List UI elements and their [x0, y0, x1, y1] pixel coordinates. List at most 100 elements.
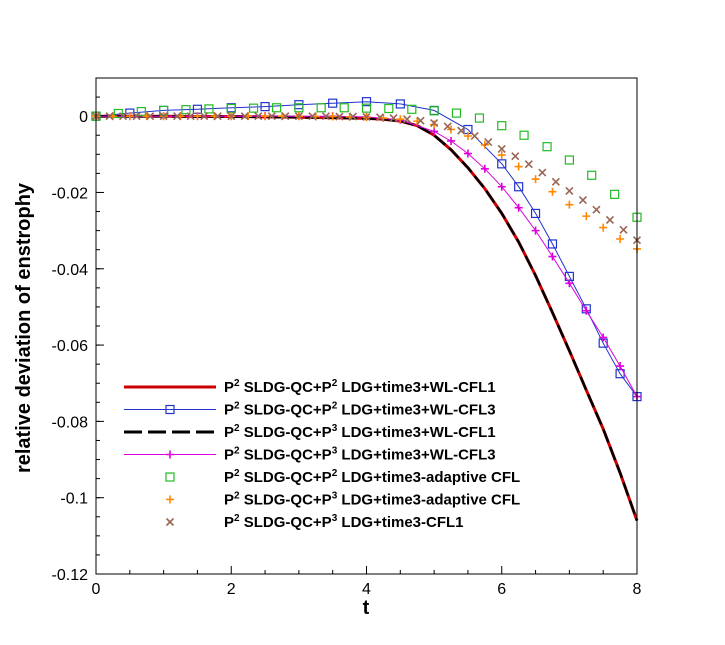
y-tick-label: -0.04: [52, 262, 89, 279]
series-6-point: [261, 112, 270, 121]
series-5-point: [271, 103, 282, 113]
y-tick-label: -0.12: [52, 567, 89, 584]
series-4-point: [548, 252, 557, 261]
series-7-point: [375, 113, 385, 122]
series-6-point: [396, 115, 405, 124]
series-7-point: [497, 144, 506, 154]
legend-superscript: 2: [234, 513, 240, 524]
series-6: [92, 112, 641, 253]
series-layer: [91, 97, 642, 522]
legend-text-part: LDG+time3+WL-CFL1: [337, 424, 495, 441]
legend-symbol: [165, 472, 175, 482]
legend-symbol: [166, 495, 174, 504]
series-7-point: [430, 118, 439, 128]
series-2-point: [547, 239, 558, 249]
series-7-point: [362, 112, 371, 121]
series-7: [91, 112, 642, 245]
series-7-point: [118, 112, 128, 121]
series-7-point: [389, 113, 398, 123]
series-7-point: [443, 122, 452, 131]
series-7-point: [240, 112, 249, 121]
legend-superscript: 3: [332, 491, 338, 502]
series-2-point: [328, 98, 338, 108]
series-4-point: [599, 333, 608, 342]
series-5-point: [474, 113, 485, 123]
series-7-point: [416, 116, 425, 125]
series-2-point: [260, 102, 270, 112]
series-6-point: [616, 235, 625, 244]
y-tick-label: -0.1: [60, 491, 88, 508]
legend-text-part: P: [224, 492, 234, 509]
y-tick-label: -0.08: [52, 414, 89, 431]
legend-label: P2 SLDG-QC+P3 LDG+time3+WL-CFL3: [224, 446, 496, 464]
series-5-point: [407, 104, 417, 114]
series-7-point: [565, 186, 574, 196]
series-6-point: [430, 120, 439, 129]
series-6-point: [463, 131, 472, 140]
legend-superscript: 3: [332, 423, 338, 434]
series-2-point: [514, 182, 524, 192]
series-2-point: [530, 208, 541, 219]
series-7-point: [551, 177, 560, 186]
series-6-point: [565, 200, 574, 209]
series-4-point: [582, 306, 591, 315]
legend-superscript: 2: [234, 468, 240, 479]
series-7-point: [213, 112, 222, 121]
y-axis-label: relative deviation of enstrophy: [13, 182, 35, 473]
legend-text-part: SLDG-QC+P: [240, 492, 332, 509]
series-7-point: [484, 138, 493, 147]
legend-text-part: LDG+time3-CFL1: [337, 514, 463, 531]
legend-marker: [165, 472, 175, 482]
series-5-point: [564, 155, 574, 165]
series-5-point: [136, 106, 146, 117]
series-2-line: [95, 101, 638, 397]
legend-text-part: SLDG-QC+P: [240, 424, 332, 441]
series-6-point: [514, 162, 523, 171]
legend-marker: [166, 495, 174, 504]
series-5-point: [451, 108, 462, 118]
legend-symbol: [124, 450, 216, 459]
series-4-point: [565, 279, 574, 288]
series-7-point: [619, 225, 628, 234]
series-5-point: [361, 103, 372, 113]
plot-frame: [95, 77, 638, 575]
legend-text-part: LDG+time3-adaptive CFL: [337, 469, 520, 486]
series-5-point: [384, 103, 394, 114]
legend-label: P2 SLDG-QC+P3 LDG+time3-CFL1: [224, 513, 464, 531]
legend-label: P2 SLDG-QC+P3 LDG+time3-adaptive CFL: [224, 491, 520, 509]
series-6-point: [497, 151, 506, 160]
axis-ticks: 0 2 4 6 8 0 -0.02 -0.04 -0.06 -0.08 -0.1 -0.12: [52, 77, 642, 598]
y-tick-label: -0.06: [52, 338, 89, 355]
legend-text-part: P: [224, 402, 234, 419]
series-4-point: [463, 149, 472, 158]
legend-symbol: [124, 404, 216, 415]
series-5-point: [587, 170, 597, 180]
x-tick-label: 0: [92, 581, 101, 598]
legend-label: P2 SLDG-QC+P2 LDG+time3-adaptive CFL: [224, 468, 520, 486]
series-7-point: [281, 112, 290, 121]
legend-text-part: LDG+time3+WL-CFL3: [337, 447, 495, 464]
legend-text-part: LDG+time3+WL-CFL1: [337, 379, 495, 396]
series-7-point: [159, 112, 168, 121]
series-7-point: [578, 196, 587, 205]
legend-marker: [166, 450, 174, 459]
legend-text-part: SLDG-QC+P: [240, 402, 332, 419]
series-7-point: [186, 112, 195, 121]
series-5-point: [294, 103, 304, 113]
legend-label: P2 SLDG-QC+P3 LDG+time3+WL-CFL1: [224, 423, 496, 441]
x-tick-label: 6: [497, 581, 506, 598]
series-5-point: [429, 106, 439, 116]
series-7-point: [470, 131, 479, 141]
legend-superscript: 2: [332, 468, 338, 479]
series-7-point: [348, 112, 358, 121]
series-7-point: [132, 112, 141, 121]
series-7-point: [267, 112, 276, 121]
legend-superscript: 2: [234, 378, 240, 389]
series-7-point: [457, 126, 466, 135]
series-7-point: [146, 112, 155, 121]
legend-marker: [165, 517, 175, 527]
series-6-point: [125, 112, 134, 121]
series-6-point: [599, 223, 608, 232]
series-4-point: [531, 226, 540, 235]
